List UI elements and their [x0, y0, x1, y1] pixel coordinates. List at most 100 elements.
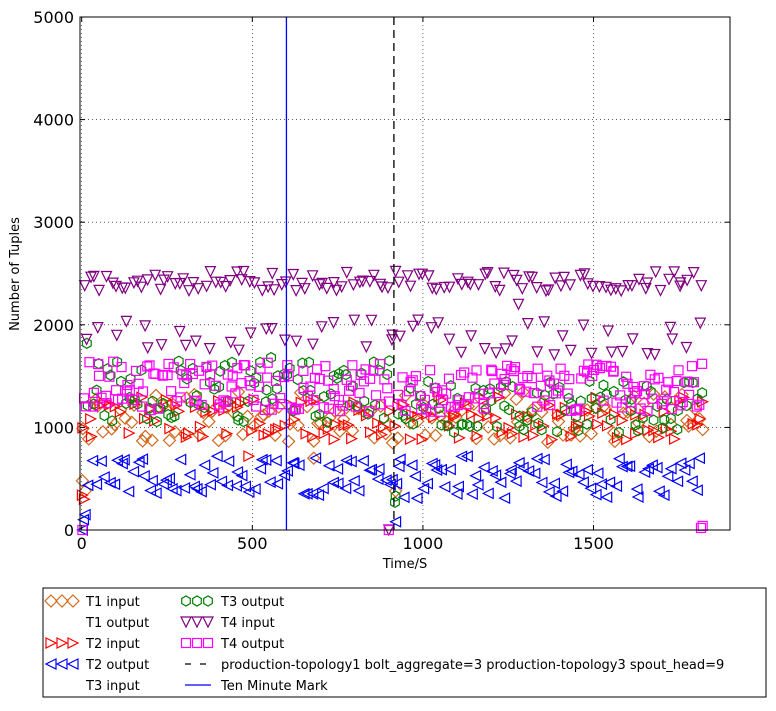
series-t3-output-point	[408, 418, 419, 430]
series-t4-output-point	[400, 405, 411, 417]
series-t4-output-point	[443, 373, 455, 384]
series-t4-output-point	[471, 365, 482, 376]
series-t2-input-point	[573, 418, 586, 430]
series-t1-input-point	[525, 402, 540, 417]
series-t3-output-point	[288, 405, 299, 417]
series-t3-output-point	[319, 391, 329, 403]
series-t4-output-point	[509, 361, 521, 373]
series-t2-input-point	[570, 420, 583, 433]
series-t2-output-point	[254, 462, 267, 475]
series-t2-output-point	[443, 463, 456, 476]
series-t4-input-point	[268, 284, 281, 297]
series-t2-output-point	[650, 461, 663, 474]
series-t2-output-point	[690, 484, 703, 497]
series-t2-output-point	[549, 490, 562, 503]
series-t2-input-point	[183, 427, 195, 440]
series-t1-input-point	[306, 451, 321, 466]
series-t4-input-point	[489, 281, 502, 293]
series-t4-output-point	[564, 374, 575, 385]
series-t4-input-point	[674, 277, 687, 290]
series-t4-output-point	[498, 379, 509, 390]
series-t4-input-point	[389, 265, 402, 278]
series-t4-input-point	[554, 280, 567, 293]
series-t2-output-point	[235, 469, 248, 482]
series-t2-output-point	[372, 462, 385, 475]
series-t1-input-point	[138, 429, 153, 444]
series-t4-output-point	[268, 398, 279, 409]
series-t4-output-point	[137, 386, 149, 397]
series-t2-output-point	[603, 476, 616, 489]
series-t4-output-point	[210, 380, 221, 391]
series-t4-output-point	[691, 401, 702, 412]
series-t2-output-point	[610, 480, 623, 493]
series-t4-input-point	[455, 278, 468, 291]
series-t2-output-point	[452, 480, 464, 493]
series-t2-output-point	[438, 480, 451, 493]
series-t4-output-point	[275, 392, 286, 404]
series-t4-input-point	[256, 284, 269, 297]
series-t2-input-point	[85, 412, 98, 425]
legend-label: Ten Minute Mark	[220, 679, 328, 694]
series-t4-output-point	[226, 381, 237, 392]
legend-production-topology1-bolt-aggregate-3-production-topology3-spout-head-9: production-topology1 bolt_aggregate=3 pr…	[185, 658, 724, 673]
series-t4-output-point	[396, 399, 407, 410]
y-tick-label: 2000	[33, 316, 74, 335]
series-t2-input-point	[546, 433, 559, 446]
series-t4-output-point	[157, 369, 168, 381]
series-t4-output-point	[594, 363, 606, 374]
series-t4-input-point	[131, 275, 144, 288]
series-t4-output-point	[686, 361, 698, 372]
series-t4-output-point	[270, 375, 282, 386]
series-t3-output-point	[514, 410, 525, 422]
series-t2-output-point	[86, 454, 99, 467]
series-t1-input-point	[664, 417, 678, 432]
series-t4-output-point	[142, 361, 153, 372]
series-t4-input-point	[581, 278, 594, 291]
y-tick-label: 1000	[33, 418, 74, 437]
series-t3-output-point	[238, 415, 249, 428]
series-t2-output-point	[90, 478, 103, 491]
series-t4-output-point	[80, 401, 92, 412]
series-t2-output-point	[469, 469, 482, 482]
series-t4-output-point	[282, 360, 293, 371]
series-t2-input-point	[76, 489, 89, 502]
series-t4-output-point	[696, 358, 708, 369]
series-t4-input-point	[80, 333, 93, 346]
series-t4-input-point	[320, 282, 333, 295]
series-t2-output-point	[194, 485, 207, 498]
series-t2-output-point	[630, 483, 643, 496]
series-t3-output-point	[427, 398, 438, 410]
series-t4-output-point	[253, 381, 265, 392]
series-t2-input-point	[114, 405, 127, 418]
series-t3-output-point	[687, 376, 698, 389]
series-t2-input-point	[329, 418, 342, 431]
series-t4-output-point	[688, 377, 699, 388]
series-t4-input-point	[600, 281, 612, 294]
series-t4-output-point	[240, 360, 251, 371]
legend-swatch	[202, 616, 214, 629]
series-t2-output-point	[385, 473, 398, 486]
series-t4-output-point	[425, 406, 436, 417]
series-t2-output-point	[127, 465, 140, 478]
legend-swatch	[192, 595, 202, 607]
series-t4-input-point	[625, 280, 638, 293]
series-t4-input-point	[430, 283, 443, 296]
series-t4-input-point	[443, 333, 456, 346]
series-t2-output-point	[678, 464, 691, 477]
series-t3-output-point	[457, 418, 468, 430]
legend-swatch	[191, 637, 203, 649]
series-t3-output-point	[681, 399, 692, 412]
series-t4-input-point	[465, 330, 478, 343]
legend-label: T2 input	[85, 637, 140, 652]
series-t2-input-point	[621, 433, 634, 446]
series-t4-input-point	[490, 347, 503, 360]
series-t4-output-point	[179, 377, 190, 389]
series-t3-output-point	[648, 414, 659, 426]
series-t2-output-point	[512, 456, 525, 469]
series-t4-output-point	[324, 403, 335, 414]
series-t4-output-point	[562, 388, 573, 399]
series-t1-input-point	[247, 419, 261, 434]
series-t4-input-point	[107, 277, 119, 290]
series-t4-output-point	[374, 359, 386, 370]
